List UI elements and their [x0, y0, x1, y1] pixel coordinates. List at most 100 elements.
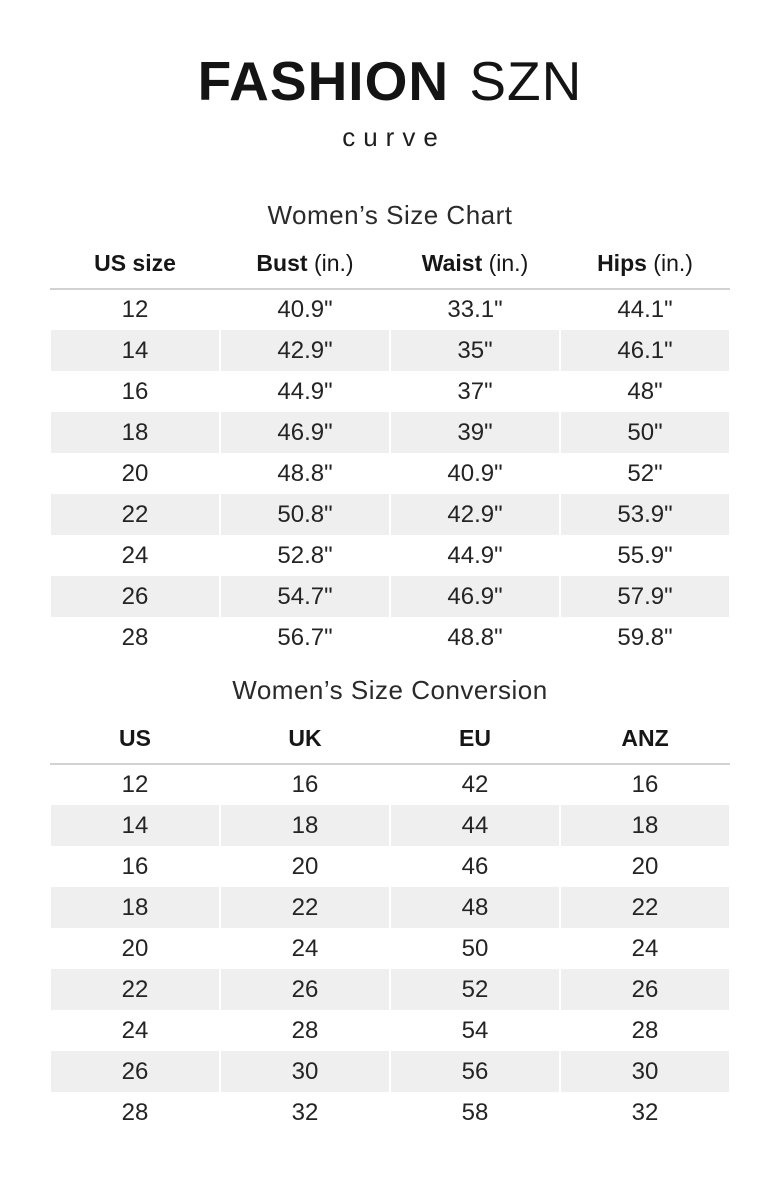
- table-row: 24 52.8" 44.9" 55.9": [50, 535, 730, 576]
- conversion-chart-body: 12 16 42 16 14 18 44 18 16 20 46 20 18 22 48 22 20 24 50 24…: [50, 763, 730, 1133]
- table-cell: 44: [390, 805, 560, 847]
- column-name: US size: [94, 250, 176, 277]
- table-row: 16 20 46 20: [50, 846, 730, 887]
- table-row: 16 44.9" 37" 48": [50, 371, 730, 412]
- table-row: 24 28 54 28: [50, 1010, 730, 1051]
- table-cell: 20: [121, 459, 149, 487]
- table-cell: 16: [220, 763, 390, 806]
- table-row: 22 26 52 26: [50, 969, 730, 1011]
- column-header-us-size: US size: [50, 231, 220, 289]
- brand-name-primary: FASHION: [197, 50, 450, 112]
- table-cell: 44.1": [560, 288, 730, 331]
- size-chart-title: Women’s Size Chart: [267, 200, 513, 231]
- column-header-us: US: [50, 706, 220, 764]
- table-row: 28 56.7" 48.8" 59.8": [50, 617, 730, 658]
- table-row: 26 30 56 30: [50, 1051, 730, 1093]
- column-header-uk: UK: [220, 706, 390, 764]
- table-cell: 16: [560, 763, 730, 806]
- column-header-bust: Bust (in.): [220, 231, 390, 289]
- size-chart-table: US size Bust (in.) Waist (in.) Hips (in.…: [50, 231, 730, 658]
- column-unit: (in.): [653, 250, 693, 277]
- table-cell: 16: [121, 852, 149, 880]
- table-row: 20 48.8" 40.9" 52": [50, 453, 730, 494]
- table-cell: 26: [50, 1051, 220, 1093]
- column-name: US: [119, 725, 151, 752]
- table-row: 22 50.8" 42.9" 53.9": [50, 494, 730, 536]
- column-header-eu: EU: [390, 706, 560, 764]
- column-unit: (in.): [488, 250, 529, 277]
- conversion-header-row: US UK EU ANZ: [50, 706, 730, 764]
- table-cell: 54: [461, 1016, 489, 1044]
- table-cell: 22: [50, 969, 220, 1011]
- table-cell: 26: [560, 969, 730, 1011]
- table-cell: 48.8": [447, 623, 503, 651]
- table-cell: 40.9": [447, 459, 503, 487]
- size-chart-header-row: US size Bust (in.) Waist (in.) Hips (in.…: [50, 231, 730, 289]
- table-cell: 58: [461, 1098, 489, 1126]
- table-cell: 48: [390, 887, 560, 929]
- table-cell: 50.8": [220, 494, 390, 536]
- column-name: ANZ: [621, 725, 669, 752]
- table-cell: 42.9": [220, 330, 390, 372]
- table-cell: 18: [220, 805, 390, 847]
- table-cell: 28: [631, 1016, 659, 1044]
- table-cell: 44.9": [277, 377, 333, 405]
- table-cell: 48": [627, 377, 663, 405]
- column-name: Hips: [597, 250, 647, 277]
- table-cell: 28: [121, 623, 149, 651]
- table-cell: 26: [50, 576, 220, 618]
- column-header-anz: ANZ: [560, 706, 730, 764]
- table-row: 14 18 44 18: [50, 805, 730, 847]
- table-cell: 52": [627, 459, 663, 487]
- table-cell: 57.9": [560, 576, 730, 618]
- table-row: 28 32 58 32: [50, 1092, 730, 1133]
- brand-header: FASHION SZN curve: [0, 0, 780, 153]
- column-unit: (in.): [313, 250, 354, 277]
- table-cell: 35": [390, 330, 560, 372]
- table-cell: 24: [631, 934, 659, 962]
- table-cell: 32: [631, 1098, 659, 1126]
- table-cell: 50": [560, 412, 730, 454]
- table-row: 12 16 42 16: [50, 763, 730, 806]
- table-cell: 48.8": [277, 459, 333, 487]
- table-cell: 24: [291, 934, 319, 962]
- table-cell: 46.9": [220, 412, 390, 454]
- conversion-chart-section: Women’s Size Conversion US UK EU ANZ 12 1…: [0, 675, 780, 1133]
- conversion-chart-title: Women’s Size Conversion: [232, 675, 548, 706]
- table-cell: 18: [50, 412, 220, 454]
- table-row: 14 42.9" 35" 46.1": [50, 330, 730, 372]
- table-cell: 14: [50, 330, 220, 372]
- table-row: 12 40.9" 33.1" 44.1": [50, 288, 730, 331]
- size-chart-body: 12 40.9" 33.1" 44.1" 14 42.9" 35" 46.1" 16 44.9" 3…: [50, 288, 730, 658]
- column-name: Waist: [421, 250, 483, 277]
- table-cell: 42: [390, 763, 560, 806]
- table-cell: 54.7": [220, 576, 390, 618]
- table-cell: 30: [220, 1051, 390, 1093]
- column-header-hips: Hips (in.): [560, 231, 730, 289]
- brand-logo: FASHION SZN: [0, 50, 780, 113]
- table-cell: 59.8": [617, 623, 673, 651]
- table-cell: 39": [390, 412, 560, 454]
- table-cell: 22: [50, 494, 220, 536]
- table-cell: 28: [291, 1016, 319, 1044]
- table-cell: 53.9": [560, 494, 730, 536]
- table-cell: 20: [121, 934, 149, 962]
- column-name: Bust: [256, 250, 308, 277]
- table-cell: 18: [50, 887, 220, 929]
- table-cell: 33.1": [390, 288, 560, 331]
- table-cell: 50: [461, 934, 489, 962]
- table-cell: 30: [560, 1051, 730, 1093]
- table-cell: 12: [50, 288, 220, 331]
- column-header-waist: Waist (in.): [390, 231, 560, 289]
- table-cell: 24: [121, 541, 149, 569]
- table-row: 20 24 50 24: [50, 928, 730, 969]
- table-cell: 12: [50, 763, 220, 806]
- table-cell: 37": [457, 377, 493, 405]
- table-cell: 40.9": [220, 288, 390, 331]
- table-cell: 32: [291, 1098, 319, 1126]
- brand-subtitle: curve: [342, 122, 446, 153]
- table-cell: 20: [291, 852, 319, 880]
- table-cell: 16: [121, 377, 149, 405]
- size-chart-section: Women’s Size Chart US size Bust (in.) Wa…: [0, 200, 780, 658]
- table-cell: 28: [121, 1098, 149, 1126]
